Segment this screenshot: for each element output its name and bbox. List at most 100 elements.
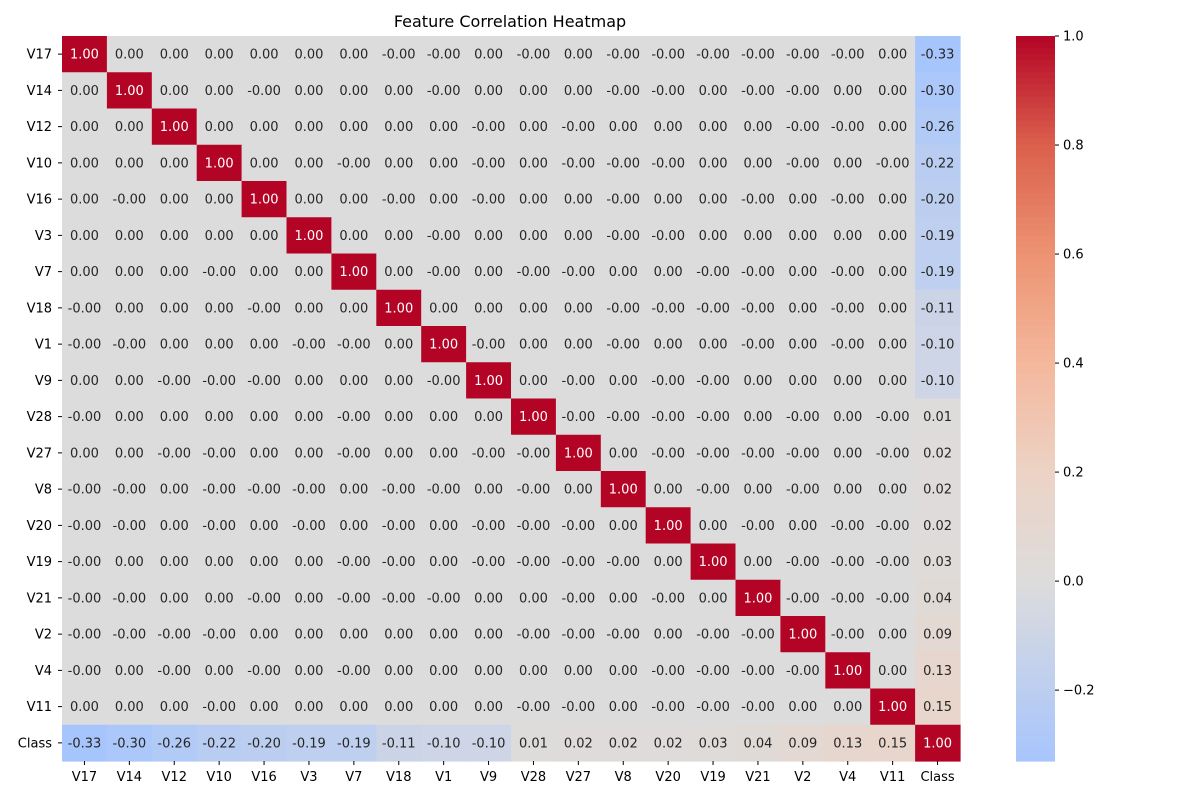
cell-label-V9-V1: -0.00 [427,374,461,389]
heatmap-cell-V4-V14 [106,652,153,690]
cell-label-V19-V4: -0.00 [831,555,865,570]
heatmap-cell-V3-V3 [286,217,332,255]
heatmap-cell-V11-V12 [151,688,198,726]
colorbar-segment [1016,404,1055,412]
cell-label-V7-V16: 0.00 [250,265,279,280]
cell-label-V28-V8: -0.00 [606,410,640,425]
heatmap-cell-V11-V9 [466,688,512,726]
heatmap-cell-Class-V3 [286,724,332,762]
heatmap-cell-V9-V18 [376,362,422,400]
heatmap-cell-V12-Class [915,108,961,146]
cell-label-V3-V2: 0.00 [788,229,817,244]
colorbar-segment [1016,591,1055,599]
colorbar-tick-label: −0.2 [1063,684,1095,699]
heatmap-cell-V4-V18 [376,652,422,690]
heatmap-cell-V4-V11 [870,652,916,690]
heatmap-cell-V19-V8 [600,543,647,581]
heatmap-cell-V11-V7 [331,688,377,726]
cell-label-V18-Class: -0.11 [921,301,955,316]
cell-label-V1-V18: 0.00 [384,338,413,353]
cell-label-V21-V27: -0.00 [562,591,596,606]
cell-label-V2-Class: 0.09 [923,628,952,643]
heatmap-cell-V19-V28 [511,543,557,581]
cell-label-V16-V4: -0.00 [831,193,865,208]
colorbar-segment [1016,446,1055,454]
heatmap-cell-V3-V14 [106,217,153,255]
cell-label-V12-V12: 1.00 [160,120,189,135]
cell-label-Class-V3: -0.19 [292,736,326,751]
cell-label-V20-V10: -0.00 [202,519,236,534]
heatmap-cell-V12-V21 [735,108,781,146]
colorbar-segment [1016,597,1055,605]
heatmap-cell-V19-V7 [331,543,377,581]
colorbar-segment [1016,573,1055,581]
heatmap-cell-V14-V12 [151,72,198,110]
colorbar-segment [1016,422,1055,430]
cell-label-Class-V1: -0.10 [427,736,461,751]
cell-label-V11-V21: -0.00 [741,700,775,715]
cell-label-V8-V28: -0.00 [517,483,551,498]
cell-label-V18-V9: 0.00 [474,301,503,316]
heatmap-cell-V4-V10 [196,652,243,690]
cell-label-V3-V17: 0.00 [70,229,99,244]
cell-label-V1-V20: 0.00 [654,338,683,353]
colorbar-segment [1016,682,1055,690]
cell-label-V18-V8: -0.00 [606,301,640,316]
colorbar-segment [1016,706,1055,714]
heatmap-cell-V20-V1 [421,507,467,545]
cell-label-V21-V19: 0.00 [699,591,728,606]
heatmap-cell-V9-V21 [735,362,781,400]
colorbar-tick-label: 0.6 [1063,248,1084,263]
colorbar-segment [1016,181,1055,188]
cell-label-V18-V16: -0.00 [247,301,281,316]
cell-label-V2-V2: 1.00 [788,628,817,643]
heatmap-cell-V10-V7 [331,144,377,182]
y-tick-label-V12: V12 [27,120,52,135]
cell-label-V18-V14: 0.00 [115,301,144,316]
heatmap-cell-V18-V27 [555,289,602,327]
heatmap-cell-V4-V17 [62,652,108,690]
colorbar-segment [1016,247,1055,255]
heatmap-cell-V16-V27 [555,181,602,218]
heatmap-cell-V10-V16 [241,144,288,182]
heatmap-cell-V3-V28 [511,217,557,255]
heatmap-cell-V10-V10 [196,144,243,182]
cell-label-V7-V2: 0.00 [788,265,817,280]
heatmap-cell-V7-V12 [151,253,198,291]
cell-label-V12-Class: -0.26 [921,120,955,135]
heatmap-cell-Class-V1 [421,724,467,762]
colorbar-segment [1016,162,1055,170]
cell-label-Class-V12: -0.26 [157,736,191,751]
cell-label-V28-V16: 0.00 [250,410,279,425]
heatmap-cell-V12-V8 [600,108,647,146]
cell-label-V16-V8: -0.00 [606,193,640,208]
cell-label-V1-V7: -0.00 [337,338,371,353]
heatmap-cell-V17-V4 [825,36,871,73]
heatmap-cell-V12-V11 [870,108,916,146]
colorbar-segment [1016,646,1055,653]
heatmap-cell-V11-V28 [511,688,557,726]
heatmap-cell-V8-V28 [511,471,557,508]
cell-label-V27-V12: -0.00 [157,446,191,461]
cell-label-V20-V7: 0.00 [339,519,368,534]
cell-label-V1-V4: -0.00 [831,338,865,353]
cell-label-V16-V11: 0.00 [878,193,907,208]
cell-label-V16-V10: 0.00 [205,193,234,208]
cell-label-V7-V14: 0.00 [115,265,144,280]
x-tick-label-V19: V19 [700,770,725,785]
cell-label-V4-V27: 0.00 [564,664,593,679]
colorbar-segment [1016,253,1055,261]
colorbar-segment [1016,501,1055,508]
cell-label-V2-V7: 0.00 [339,628,368,643]
heatmap-cell-V8-V1 [421,471,467,508]
cell-label-V12-V19: 0.00 [699,120,728,135]
heatmap-cell-V14-V4 [825,72,871,110]
heatmap-cell-V4-V9 [466,652,512,690]
colorbar-segment [1016,84,1055,91]
heatmap-cell-V16-V2 [780,181,826,218]
y-tick-label-V19: V19 [27,555,52,570]
heatmap-cell-V12-V18 [376,108,422,146]
cell-label-V2-V16: 0.00 [250,628,279,643]
heatmap-cell-V27-V1 [421,434,467,472]
cell-label-V11-V12: 0.00 [160,700,189,715]
